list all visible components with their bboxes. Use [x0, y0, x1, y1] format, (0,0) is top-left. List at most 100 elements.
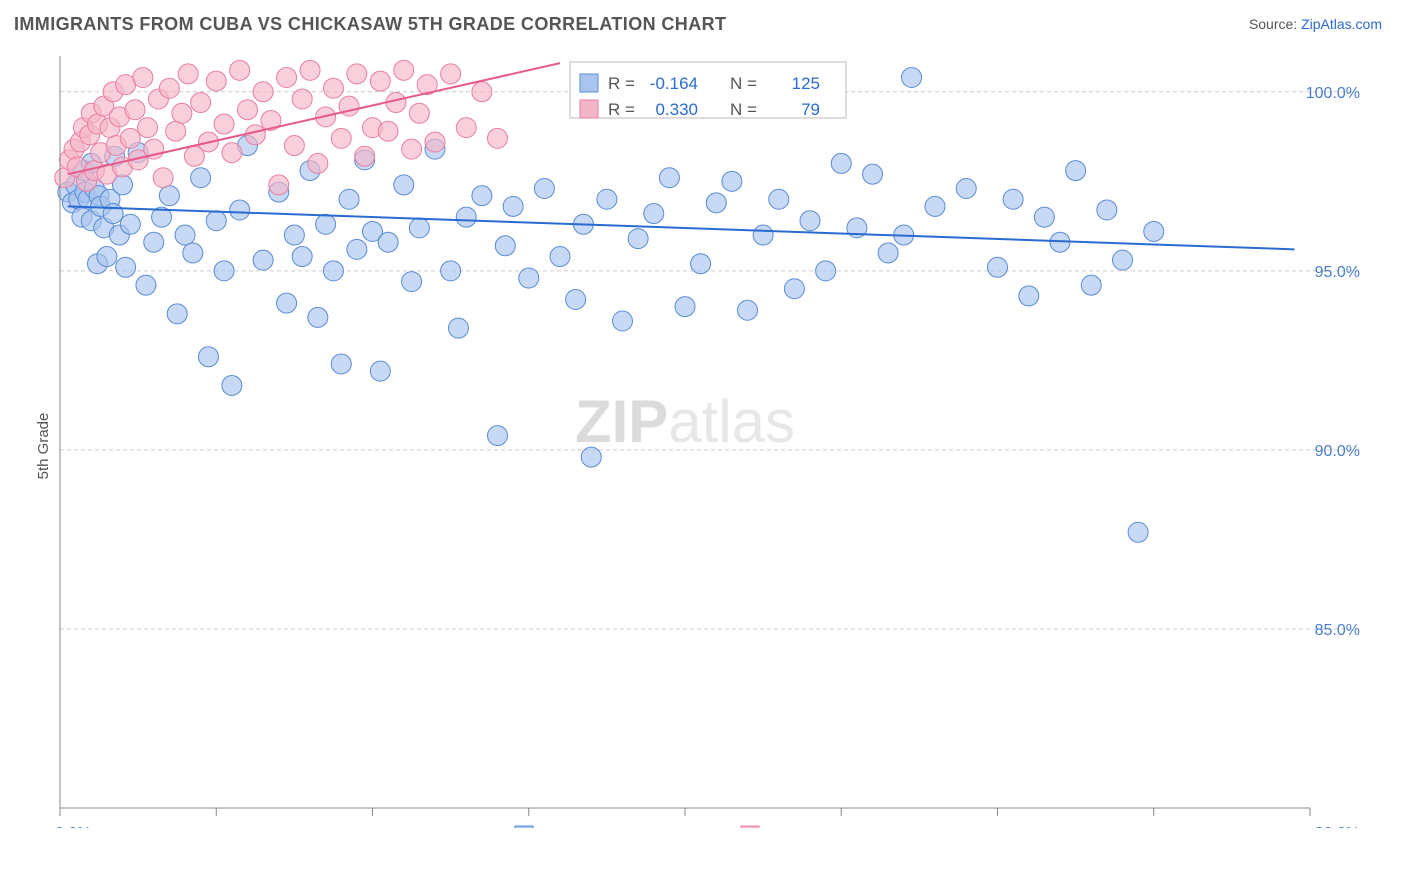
scatter-point [284, 225, 304, 245]
scatter-point [1097, 200, 1117, 220]
scatter-point [1113, 250, 1133, 270]
scatter-point [441, 64, 461, 84]
scatter-point [1128, 522, 1148, 542]
scatter-point [191, 93, 211, 113]
scatter-point [323, 78, 343, 98]
page-title: IMMIGRANTS FROM CUBA VS CHICKASAW 5TH GR… [14, 14, 726, 35]
x-tick-label: 0.0% [55, 825, 91, 828]
scatter-point [230, 60, 250, 80]
scatter-point [198, 347, 218, 367]
scatter-point [902, 67, 922, 87]
scatter-point [300, 60, 320, 80]
scatter-point [1081, 275, 1101, 295]
source-label: Source: [1249, 16, 1301, 32]
scatter-point [831, 153, 851, 173]
legend-n-label: N = [730, 100, 757, 119]
scatter-point [206, 71, 226, 91]
scatter-point [402, 139, 422, 159]
scatter-point [456, 118, 476, 138]
scatter-point [222, 143, 242, 163]
scatter-point [691, 254, 711, 274]
scatter-point [448, 318, 468, 338]
y-tick-label: 90.0% [1315, 443, 1360, 460]
scatter-point [183, 243, 203, 263]
scatter-point [472, 186, 492, 206]
scatter-point [495, 236, 515, 256]
source-credit: Source: ZipAtlas.com [1249, 16, 1382, 32]
scatter-point [172, 103, 192, 123]
scatter-point [316, 214, 336, 234]
scatter-point [370, 361, 390, 381]
scatter-point [1034, 207, 1054, 227]
scatter-point [214, 114, 234, 134]
scatter-point [308, 307, 328, 327]
y-tick-label: 100.0% [1306, 85, 1360, 102]
scatter-point [394, 60, 414, 80]
scatter-point [347, 239, 367, 259]
legend-r-value: -0.164 [650, 74, 698, 93]
scatter-point [214, 261, 234, 281]
scatter-point [269, 175, 289, 195]
legend-r-label: R = [608, 74, 635, 93]
scatter-point [816, 261, 836, 281]
y-tick-label: 85.0% [1315, 622, 1360, 639]
scatter-point [331, 128, 351, 148]
legend-n-label: N = [730, 74, 757, 93]
x-tick-label: 80.0% [1315, 825, 1360, 828]
scatter-point [136, 275, 156, 295]
scatter-point [1003, 189, 1023, 209]
scatter-point [331, 354, 351, 374]
scatter-point [277, 293, 297, 313]
scatter-point [120, 214, 140, 234]
scatter-point [292, 89, 312, 109]
scatter-point [125, 100, 145, 120]
scatter-point [347, 64, 367, 84]
scatter-point [116, 257, 136, 277]
series-swatch [515, 826, 533, 828]
source-link[interactable]: ZipAtlas.com [1301, 16, 1382, 32]
scatter-point [153, 168, 173, 188]
scatter-point [138, 118, 158, 138]
scatter-point [178, 64, 198, 84]
legend-r-label: R = [608, 100, 635, 119]
scatter-point [238, 100, 258, 120]
scatter-point [722, 171, 742, 191]
scatter-point [253, 82, 273, 102]
scatter-point [402, 272, 422, 292]
scatter-point [120, 128, 140, 148]
scatter-point [1144, 221, 1164, 241]
scatter-point [159, 78, 179, 98]
scatter-chart: 85.0%90.0%95.0%100.0%ZIPatlas0.0%80.0%R … [50, 48, 1370, 828]
scatter-point [472, 82, 492, 102]
scatter-point [133, 67, 153, 87]
scatter-point [956, 178, 976, 198]
scatter-point [925, 196, 945, 216]
scatter-point [409, 218, 429, 238]
scatter-point [284, 136, 304, 156]
legend-r-value: 0.330 [655, 100, 698, 119]
scatter-point [534, 178, 554, 198]
scatter-point [784, 279, 804, 299]
scatter-point [159, 186, 179, 206]
scatter-point [988, 257, 1008, 277]
scatter-point [97, 247, 117, 267]
scatter-point [659, 168, 679, 188]
scatter-point [103, 204, 123, 224]
scatter-point [488, 426, 508, 446]
scatter-point [1019, 286, 1039, 306]
scatter-point [425, 132, 445, 152]
scatter-point [769, 189, 789, 209]
scatter-point [706, 193, 726, 213]
y-tick-label: 95.0% [1315, 264, 1360, 281]
scatter-point [863, 164, 883, 184]
scatter-point [378, 121, 398, 141]
scatter-point [628, 229, 648, 249]
scatter-point [245, 125, 265, 145]
chart-area: 85.0%90.0%95.0%100.0%ZIPatlas0.0%80.0%R … [50, 48, 1370, 828]
scatter-point [339, 189, 359, 209]
scatter-point [222, 375, 242, 395]
scatter-point [738, 300, 758, 320]
legend-swatch [580, 100, 598, 118]
scatter-point [144, 232, 164, 252]
scatter-point [166, 121, 186, 141]
